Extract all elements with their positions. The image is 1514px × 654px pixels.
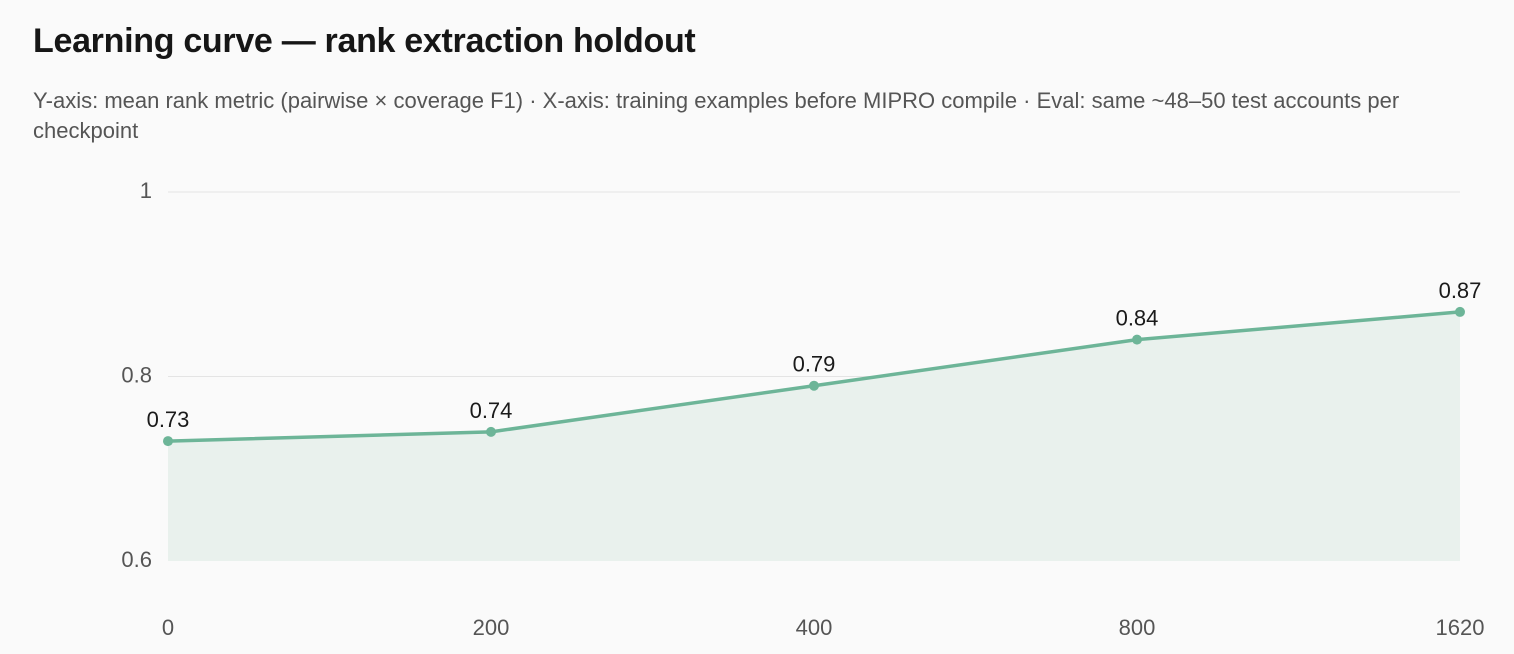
data-point [1455,306,1465,317]
x-tick-label: 1620 [1436,615,1485,640]
x-tick-label: 400 [796,615,833,640]
data-point [1132,334,1142,345]
data-label: 0.87 [1439,278,1482,303]
data-label: 0.79 [793,352,836,377]
data-point [809,380,819,391]
x-tick-label: 800 [1119,615,1156,640]
data-point [163,436,173,447]
chart-title: Learning curve — rank extraction holdout [33,22,696,60]
y-tick-label: 0.6 [121,547,152,572]
chart-subtitle: Y-axis: mean rank metric (pairwise × cov… [33,88,1400,143]
data-point [486,426,496,437]
y-tick-label: 0.8 [121,362,152,387]
data-labels: 0.73 0.74 0.79 0.84 0.87 [147,278,1482,432]
y-tick-label: 1 [140,178,152,203]
x-tick-label: 200 [473,615,510,640]
x-tick-label: 0 [162,615,174,640]
data-label: 0.84 [1116,306,1159,331]
data-points [163,306,1465,447]
area-fill-layer [168,311,1460,561]
y-axis-ticks: 0.6 0.8 1 [121,178,152,572]
series-area-fill [168,311,1460,561]
data-label: 0.74 [470,398,513,423]
data-label: 0.73 [147,407,190,432]
x-axis-ticks: 0 200 400 800 1620 [162,615,1485,640]
